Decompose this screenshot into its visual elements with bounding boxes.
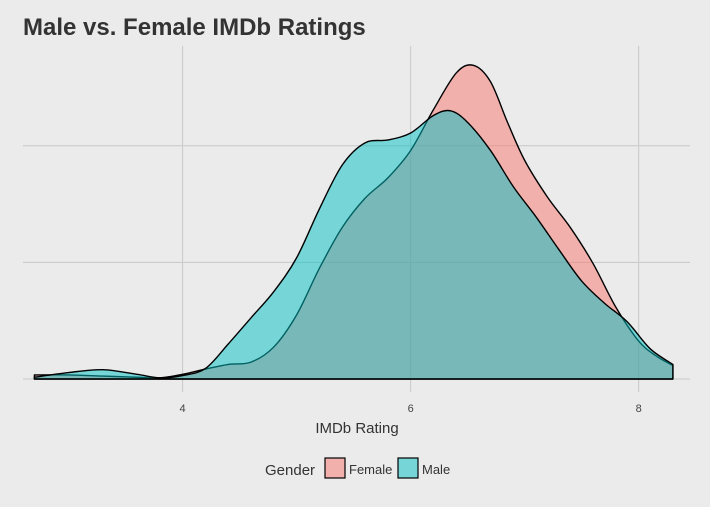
legend: Gender Female Male [265, 457, 450, 479]
x-axis-label: IMDb Rating [315, 420, 398, 437]
legend-label-male: Male [422, 462, 450, 477]
legend-swatch-female [324, 457, 346, 479]
density-area-male [33, 109, 674, 380]
legend-label-female: Female [349, 462, 392, 477]
density-areas [33, 64, 674, 380]
x-axis: 4 6 8 [180, 403, 642, 415]
legend-swatch-male [397, 457, 419, 479]
legend-title: Gender [265, 462, 315, 479]
x-tick-label-1: 6 [408, 403, 414, 415]
x-tick-label-0: 4 [180, 403, 186, 415]
x-tick-label-2: 8 [636, 403, 642, 415]
chart-title: Male vs. Female IMDb Ratings [23, 14, 366, 41]
